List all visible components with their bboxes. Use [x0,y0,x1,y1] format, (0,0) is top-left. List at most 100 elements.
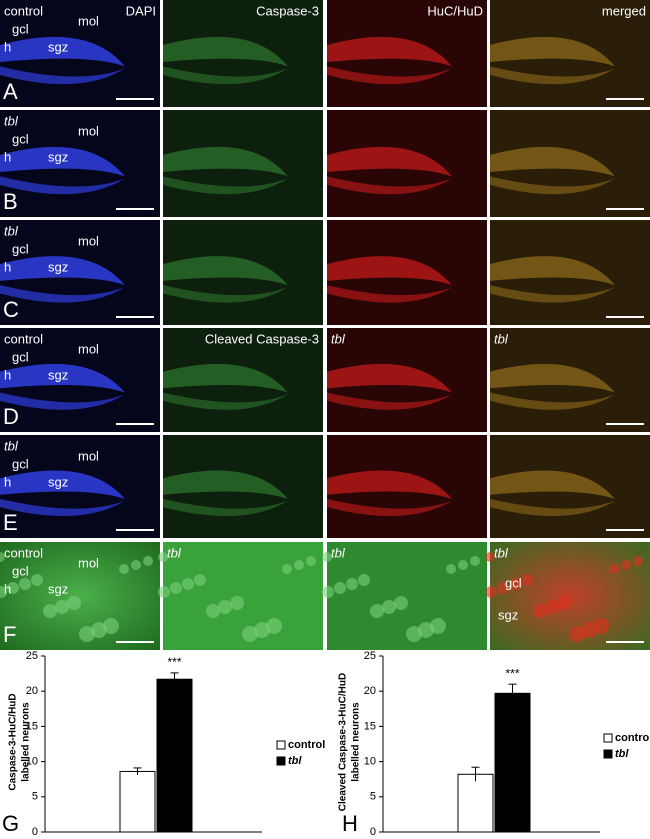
dentate-gyrus [490,36,615,67]
dentate-gyrus [163,146,288,177]
cell-body [182,578,194,590]
cell-body [509,578,521,590]
legend-label: control [288,739,325,751]
bar [457,773,494,833]
dentate-gyrus [0,66,125,85]
region-label: gcl [12,456,29,471]
region-label: gcl [12,349,29,364]
micrograph: tbl [327,328,487,432]
cell-body [131,560,141,570]
region-label: mol [78,13,99,28]
panel-letter: A [3,79,18,104]
dentate-gyrus [490,146,615,177]
y-tick-label: 15 [26,720,38,732]
region-label: sgz [498,607,518,622]
dentate-gyrus [327,363,452,393]
region-label: gcl [12,131,29,146]
dentate-gyrus [327,256,452,286]
cell-body [569,626,585,642]
dentate-gyrus [490,66,615,85]
micrograph: tbl gcl sgz [485,542,650,650]
cell-body [194,574,206,586]
cell-body [346,578,358,590]
cell-body [67,596,81,610]
y-tick-label: 20 [26,685,38,697]
legend-swatch [276,756,286,766]
dentate-gyrus [490,176,615,195]
cell-body [609,564,619,574]
cell-body [370,604,384,618]
genotype-label: control [4,545,43,560]
legend-label: tbl [288,755,302,767]
dentate-gyrus [163,36,288,67]
micrograph: Caspase-3 [163,0,323,107]
region-label: h [4,149,11,164]
cell-body [322,586,334,598]
dentate-gyrus [163,256,288,286]
region-label: gcl [12,241,29,256]
dentate-gyrus [163,66,288,85]
cell-body [557,596,571,610]
cell-body [170,582,182,594]
panel-letter: E [3,510,18,535]
micrograph: control gcl mol h sgz [0,328,160,432]
dentate-gyrus [0,285,125,303]
genotype-label: tbl [331,331,346,346]
region-label: mol [78,233,99,248]
y-tick-label: 25 [26,650,38,662]
cell-body [406,626,422,642]
cell-body [621,560,631,570]
cell-body [306,556,316,566]
micrograph: control gcl mol h sgz [0,542,160,650]
cell-body [55,600,69,614]
dentate-gyrus [0,363,125,393]
region-label: sgz [48,39,68,54]
dentate-gyrus [490,470,615,499]
cell-body [334,582,346,594]
dentate-gyrus [0,146,125,177]
legend-swatch [603,749,613,759]
cell-body [322,552,332,562]
genotype-label: tbl [494,545,509,560]
genotype-label: tbl [4,438,19,453]
region-label: gcl [505,575,522,590]
micrograph [163,220,323,325]
micrograph [163,435,323,538]
y-tick-label: 10 [364,756,376,768]
legend-label: control [615,732,650,744]
micrograph: tbl [158,542,323,650]
cell-body [0,552,5,562]
region-label: mol [78,448,99,463]
micrograph [327,110,487,217]
stain-label: DAPI [126,3,156,18]
micrograph: tbl gcl mol h sgz [0,110,160,217]
cell-body [497,582,509,594]
genotype-label: control [4,3,43,18]
cell-body [633,556,643,566]
cell-body [19,578,31,590]
cell-body [158,586,170,598]
cell-body [446,564,456,574]
dentate-gyrus [327,392,452,410]
y-tick-label: 5 [370,791,376,803]
y-tick-label: 15 [364,720,376,732]
micrograph: control DAPI gcl mol h sgz [0,0,160,107]
legend-swatch [276,740,286,750]
cell-body [158,552,168,562]
micrograph [163,110,323,217]
y-tick-label: 25 [364,650,376,662]
cell-body [31,574,43,586]
micrograph [327,435,487,538]
region-label: h [4,39,11,54]
dentate-gyrus [327,146,452,177]
region-label: sgz [48,581,68,596]
cell-body [218,600,232,614]
y-axis-label: Cleaved Caspase-3-HuC/HuD [338,673,349,811]
panel-letter: D [3,404,19,429]
dentate-gyrus [0,392,125,410]
region-label: mol [78,555,99,570]
region-label: gcl [12,563,29,578]
dentate-gyrus [163,363,288,393]
cell-body [458,560,468,570]
y-tick-label: 5 [32,791,38,803]
